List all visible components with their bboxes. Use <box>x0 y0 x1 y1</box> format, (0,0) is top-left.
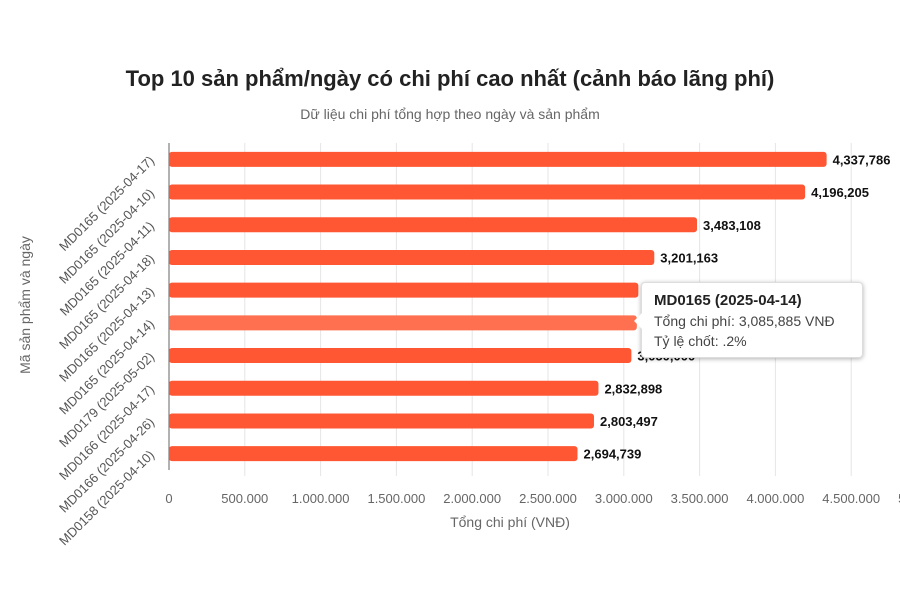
data-label: 4,196,205 <box>811 185 869 200</box>
bar <box>169 446 578 462</box>
bar <box>169 282 639 298</box>
data-label: 2,832,898 <box>604 381 662 396</box>
x-tick-label: 4.500.000 <box>822 491 880 506</box>
data-label: 4,337,786 <box>833 152 891 167</box>
x-tick-label: 1.500.000 <box>367 491 425 506</box>
chart-subtitle: Dữ liệu chi phí tổng hợp theo ngày và sả… <box>300 106 600 122</box>
x-tick-label: 0 <box>165 491 172 506</box>
bar <box>169 380 599 396</box>
x-tick-label: 5.000.000 <box>898 491 900 506</box>
chart-title: Top 10 sản phẩm/ngày có chi phí cao nhất… <box>125 66 775 91</box>
x-tick-label: 3.500.000 <box>671 491 729 506</box>
data-label: 2,694,739 <box>584 447 642 462</box>
x-tick-label: 2.000.000 <box>443 491 501 506</box>
x-tick-label: 3.000.000 <box>595 491 653 506</box>
x-tick-label: 2.500.000 <box>519 491 577 506</box>
data-label: 2,803,497 <box>600 414 658 429</box>
bar <box>169 184 806 200</box>
bar <box>169 249 655 265</box>
x-tick-label: 500.000 <box>221 491 268 506</box>
tooltip: MD0165 (2025-04-14) Tổng chi phí: 3,085,… <box>634 282 863 358</box>
tooltip-close-rate: Tỷ lệ chốt: .2% <box>654 333 747 349</box>
x-tick-label: 4.000.000 <box>746 491 804 506</box>
bar <box>169 348 632 364</box>
data-label: 3,201,163 <box>660 250 718 265</box>
tooltip-total-cost: Tổng chi phí: 3,085,885 VNĐ <box>654 313 835 329</box>
y-axis-label: Mã sản phẩm và ngày <box>17 236 33 374</box>
data-label: 3,483,108 <box>703 218 761 233</box>
bar <box>169 413 595 429</box>
bar <box>169 217 698 233</box>
x-tick-label: 1.000.000 <box>292 491 350 506</box>
bar <box>169 151 827 167</box>
bar <box>169 315 637 331</box>
tooltip-title: MD0165 (2025-04-14) <box>654 292 802 309</box>
x-axis-label: Tổng chi phí (VNĐ) <box>450 514 570 530</box>
